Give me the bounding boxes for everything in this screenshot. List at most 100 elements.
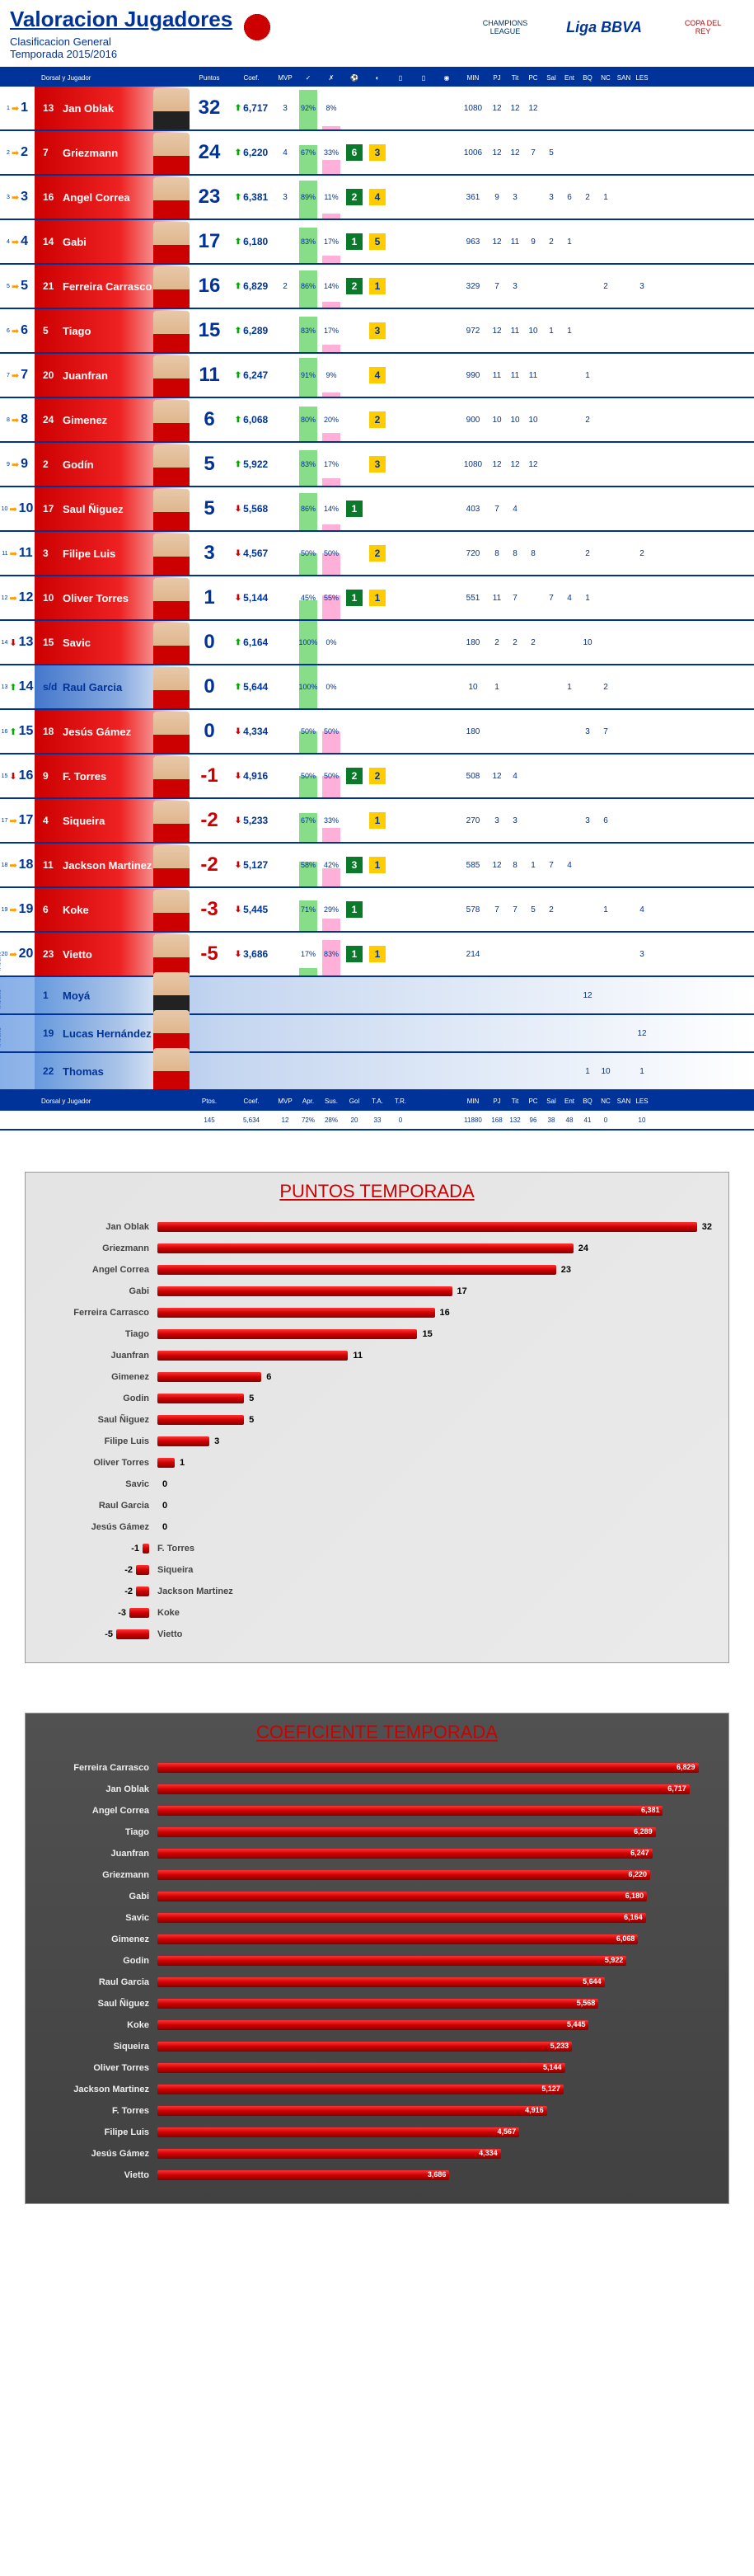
chart-row-label: Vietto xyxy=(42,2170,149,2180)
tit-value: 11 xyxy=(506,327,524,336)
player-avatar xyxy=(153,355,190,397)
chart-bar-value: 5,127 xyxy=(541,2085,560,2093)
spare1 xyxy=(389,754,412,797)
puntos-value: 0 xyxy=(190,631,229,654)
coef-trend-icon: ⬆ xyxy=(235,416,241,425)
chart-bar xyxy=(157,1243,574,1253)
position-cell: 15 ⬇ 16 xyxy=(0,769,35,783)
pj-value: 2 xyxy=(488,638,506,647)
player-avatar xyxy=(153,88,190,129)
chart-row-label: Juanfran xyxy=(42,1351,149,1361)
position-number: 8 xyxy=(21,412,28,427)
apr-cell: 67% xyxy=(297,799,320,842)
player-avatar xyxy=(153,667,190,708)
spare1 xyxy=(389,621,412,664)
les-value: 12 xyxy=(633,1029,651,1038)
chart-row-label: Gabi xyxy=(42,1892,149,1901)
puntos-value: 11 xyxy=(190,364,229,387)
prev-pos: 4 xyxy=(7,239,10,245)
spare3 xyxy=(435,220,458,263)
player-name-cell: 20 Juanfran xyxy=(35,354,190,397)
apr-cell: 71% xyxy=(297,888,320,931)
coef-value: 6,180 xyxy=(243,236,268,247)
spare2 xyxy=(412,176,435,219)
chart-coef-rows: Ferreira Carrasco 6,829 Jan Oblak 6,717 … xyxy=(42,1758,712,2185)
ta-cell: 1 xyxy=(366,844,389,886)
position-number: 11 xyxy=(19,546,33,561)
chart-bar-value: -2 xyxy=(124,1586,133,1596)
pj-value: 12 xyxy=(488,327,506,336)
chart-bar-row: Oliver Torres 1 xyxy=(42,1453,712,1473)
dorsal-number: 18 xyxy=(43,726,59,737)
prev-pos: 8 xyxy=(7,417,10,423)
tot-nc-label: NC xyxy=(597,1098,615,1105)
coef-value: 6,381 xyxy=(243,191,268,203)
puntos-value: 32 xyxy=(190,96,229,120)
coef-cell: ⬆ 6,381 xyxy=(229,191,274,203)
prev-pos: 6 xyxy=(7,328,10,334)
spare2 xyxy=(412,665,435,708)
chart-row-label: Jesús Gámez xyxy=(42,1522,149,1532)
coef-trend-icon: ⬇ xyxy=(235,727,241,736)
chart-bar: 6,381 xyxy=(157,1806,663,1816)
chart-bar-row: Ferreira Carrasco 16 xyxy=(42,1303,712,1323)
coef-cell: ⬇ 5,233 xyxy=(229,815,274,826)
chart-bar-value: 5 xyxy=(249,1394,254,1403)
pj-value: 12 xyxy=(488,237,506,247)
player-name-cell: 17 Saul Ñiguez xyxy=(35,487,190,530)
coef-cell: ⬆ 6,829 xyxy=(229,280,274,292)
chart-bar-row: Filipe Luis 4,567 xyxy=(42,2122,712,2142)
puntos-value: 17 xyxy=(190,230,229,253)
chart-row-label: Oliver Torres xyxy=(42,2063,149,2073)
puntos-value: 5 xyxy=(190,453,229,476)
player-avatar xyxy=(153,1010,190,1051)
spare3 xyxy=(435,933,458,975)
col-san: SAN xyxy=(615,74,633,82)
chart-neg-wrap: -2 xyxy=(42,1586,149,1596)
chart-bar-wrap: 5,144 xyxy=(157,2063,712,2073)
coef-cell: ⬆ 6,289 xyxy=(229,325,274,336)
player-avatar xyxy=(153,1048,190,1089)
apr-cell: 86% xyxy=(297,265,320,308)
tot-min-val: 11880 xyxy=(458,1116,488,1124)
bq-value: 10 xyxy=(578,638,597,647)
player-avatar xyxy=(153,489,190,530)
coef-trend-icon: ⬇ xyxy=(235,594,241,603)
chart-row-label: Siqueira xyxy=(157,1565,193,1575)
bq-value: 1 xyxy=(578,1067,597,1076)
mvp-cell xyxy=(274,888,297,931)
coef-cell: ⬆ 6,220 xyxy=(229,147,274,158)
gol-cell: 1 xyxy=(343,576,366,619)
min-value: 270 xyxy=(458,816,488,825)
chart-bar xyxy=(129,1608,149,1618)
trend-icon: ➡ xyxy=(9,504,16,515)
player-avatar xyxy=(153,266,190,308)
ent-value: 4 xyxy=(560,861,578,870)
chart-bar-wrap: 6,289 xyxy=(157,1827,712,1837)
apr-cell: 89% xyxy=(297,176,320,219)
pc-value: 7 xyxy=(524,148,542,157)
spare1 xyxy=(389,443,412,486)
chart-row-label: Juanfran xyxy=(42,1849,149,1859)
chart-bar-value: 32 xyxy=(702,1222,712,1232)
position-number: 4 xyxy=(21,234,28,249)
min-value: 214 xyxy=(458,950,488,959)
ta-cell: 4 xyxy=(366,354,389,397)
col-coef: Coef. xyxy=(229,74,274,82)
chart-bar-row: Jan Oblak 32 xyxy=(42,1217,712,1237)
chart-bar-value: 6,717 xyxy=(667,1784,686,1793)
sus-cell: 50% xyxy=(320,710,343,753)
coef-value: 5,233 xyxy=(243,815,268,826)
chart-bar-row: Gabi 17 xyxy=(42,1281,712,1301)
apr-cell: 83% xyxy=(297,443,320,486)
chart-bar-value: 5,568 xyxy=(577,1999,596,2007)
page-header: Valoracion Jugadores Clasificacion Gener… xyxy=(0,0,754,68)
player-name-cell: 15 Savic xyxy=(35,621,190,664)
sus-cell: 17% xyxy=(320,443,343,486)
tot-pc-label: PC xyxy=(524,1098,542,1105)
chart-bar-wrap: 3 xyxy=(157,1436,712,1446)
chart-bar-row: Juanfran 6,247 xyxy=(42,1844,712,1864)
pj-value: 12 xyxy=(488,104,506,113)
player-row: 2 ➡ 2 7 Griezmann 24 ⬆ 6,220 4 67% 33% 6… xyxy=(0,131,754,176)
chart-bar: 4,916 xyxy=(157,2106,547,2116)
